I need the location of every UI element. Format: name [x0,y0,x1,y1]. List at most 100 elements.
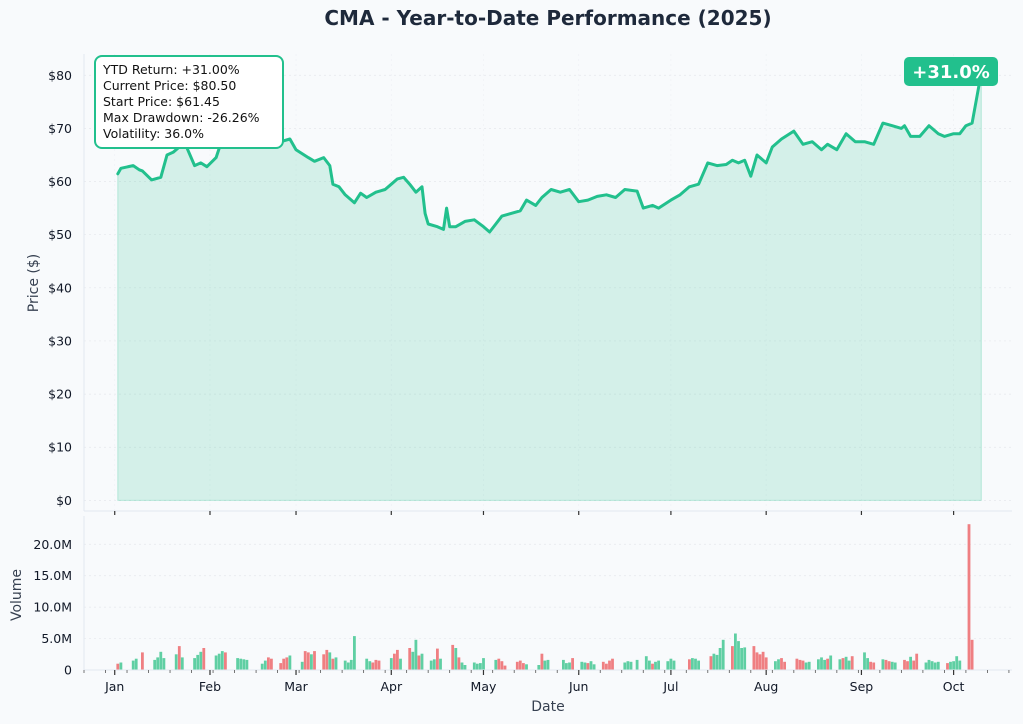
volume-bar [823,659,826,670]
stats-line: Start Price: $61.45 [103,94,220,109]
volume-bar [494,659,498,670]
volume-bar [887,661,891,670]
volume-bar [691,658,694,670]
stats-box-frame [94,55,284,149]
volume-bar [718,648,722,670]
x-tick-label: Apr [380,679,402,694]
volume-bar [503,665,507,670]
volume-bar [737,641,740,670]
x-tick-label: Oct [943,679,965,694]
volume-bar [282,658,286,670]
volume-bar [322,654,326,670]
volume-bar [267,657,270,670]
price-y-ticks: $0 $10 $20 $30 $40 $50 $60 $70 $80 [48,68,72,508]
volume-bar [605,663,608,670]
volume-bar [601,661,605,670]
volume-bar [866,658,869,670]
volume-bar [540,653,544,670]
stats-line: Volatility: 36.0% [103,126,204,141]
volume-bar [589,661,593,670]
volume-bar [657,660,660,670]
price-y-tick-label: $40 [48,280,72,295]
volume-bar [159,651,163,670]
volume-bar [417,655,421,670]
volume-bar [562,659,565,670]
volume-bar [177,646,181,670]
volume-bar [798,659,802,670]
volume-bar [543,660,547,670]
x-axis-label: Date [531,699,564,715]
volume-bar [906,661,909,670]
volume-bar [909,656,912,670]
volume-bar [933,662,937,670]
volume-y-tick-label: 0 [64,663,72,678]
volume-bar [672,660,676,670]
volume-bar [482,658,485,670]
volume-bar [915,653,919,670]
volume-y-axis-label: Volume [9,569,25,621]
volume-bar [414,639,418,670]
volume-bar [743,647,747,670]
volume-bar [807,661,811,670]
volume-bar [946,663,949,670]
volume-bar [761,651,765,670]
volume-bar [436,648,439,670]
volume-bar [583,662,587,670]
volume-bar [411,651,415,670]
volume-bar [903,659,906,670]
volume-bar [475,663,479,670]
price-y-tick-label: $60 [48,174,72,189]
volume-bar [463,665,467,670]
volume-bar [537,665,541,670]
volume-bar [586,663,590,670]
volume-bar [270,658,273,670]
volume-bar [479,663,482,670]
volume-bar [328,652,332,670]
chart-title: CMA - Year-to-Date Performance (2025) [324,6,771,30]
stats-box-text: YTD Return: +31.00% Current Price: $80.50… [102,62,260,141]
x-tick-label: May [471,679,497,694]
volume-bar [245,659,249,670]
volume-bar [141,652,144,670]
volume-bar [497,658,501,670]
x-tick-label: Mar [284,679,308,694]
volume-bar [694,658,697,670]
volume-bar [826,658,829,670]
volume-bar [611,658,614,670]
price-y-tick-label: $50 [48,227,72,242]
price-y-tick-label: $30 [48,333,72,348]
volume-bar [924,662,928,670]
volume-bar [958,660,962,670]
stats-line: Max Drawdown: -26.26% [103,110,260,125]
volume-bar [457,657,461,670]
volume-bar [279,663,283,670]
volume-bar [884,659,888,670]
volume-bar [568,662,571,670]
volume-bar [202,648,206,670]
volume-bar [116,663,120,670]
price-y-tick-label: $10 [48,440,72,455]
volume-bar [518,660,522,670]
volume-bar [460,662,464,670]
stats-line: YTD Return: +31.00% [102,62,240,77]
volume-bar [829,655,833,670]
volume-bar [156,657,160,670]
volume-bar [912,660,916,670]
volume-bar [795,658,799,670]
volume-y-tick-label: 20.0M [33,537,72,552]
volume-bar [734,633,737,670]
volume-bar [310,654,313,670]
volume-bar [236,658,239,670]
volume-bar [709,656,713,670]
volume-bar [368,661,372,670]
volume-bar [967,524,971,670]
volume-bar [220,651,224,670]
volume-bar [872,662,876,670]
volume-bar [804,662,808,670]
stats-line: Current Price: $80.50 [103,78,236,93]
volume-bar [217,653,221,670]
volume-bar [890,661,894,670]
volume-bar [629,661,633,670]
volume-bar [648,660,651,670]
